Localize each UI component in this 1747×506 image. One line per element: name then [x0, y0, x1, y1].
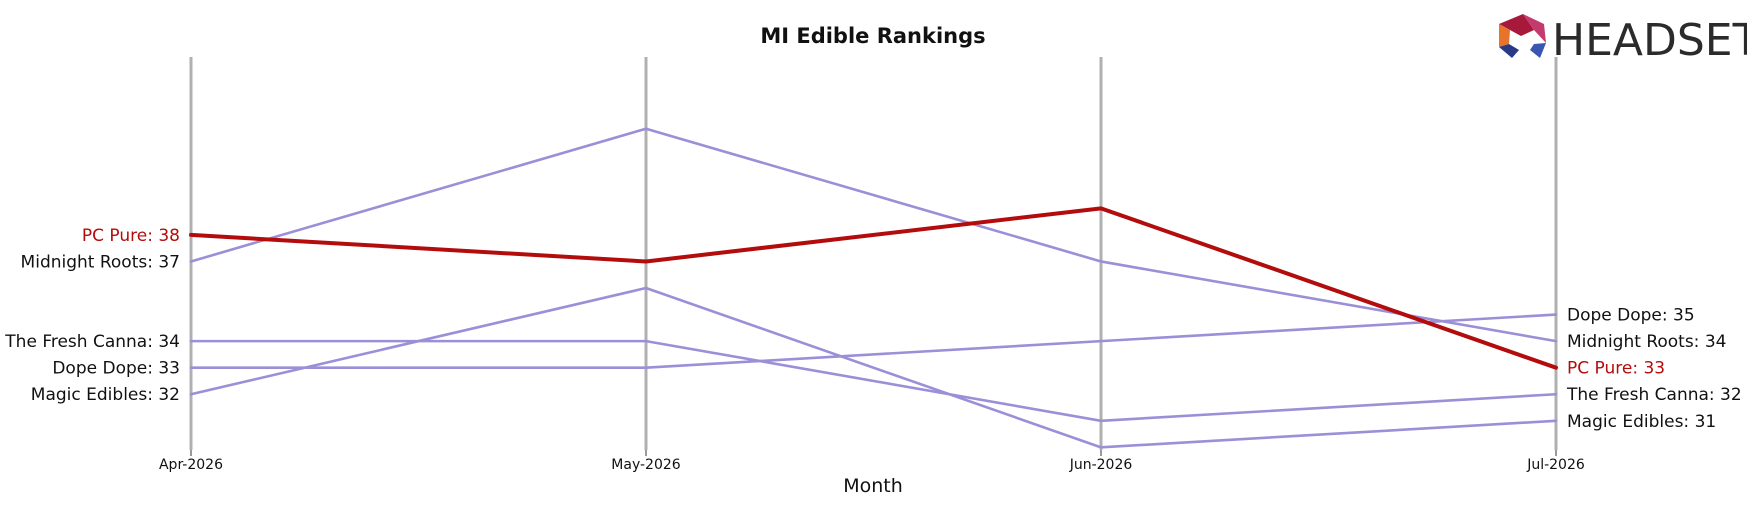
- end-label-magic-edibles: Magic Edibles: 31: [1567, 412, 1716, 432]
- x-axis-label: Month: [843, 475, 903, 497]
- tick-label-jun-2026: Jun-2026: [1069, 457, 1133, 473]
- end-label-midnight-roots: Midnight Roots: 34: [1567, 332, 1726, 352]
- x-ticks: Apr-2026 May-2026 Jun-2026 Jul-2026: [159, 450, 1585, 473]
- end-labels: Magic Edibles: 31 The Fresh Canna: 32 PC P…: [1566, 306, 1742, 432]
- tick-label-jul-2026: Jul-2026: [1526, 457, 1585, 473]
- series-line-the-fresh-canna: [189, 339, 1558, 423]
- headset-logo-icon: [1499, 14, 1546, 58]
- start-label-midnight-roots: Midnight Roots: 37: [21, 252, 180, 272]
- headset-logo: HEADSET: [1499, 14, 1747, 66]
- start-label-magic-edibles: Magic Edibles: 32: [31, 385, 180, 405]
- end-label-dope-dope: Dope Dope: 35: [1567, 306, 1695, 326]
- series-line-pc-pure: [189, 206, 1558, 370]
- series-line-midnight-roots: [189, 127, 1558, 343]
- tick-label-apr-2026: Apr-2026: [159, 457, 223, 473]
- end-label-the-fresh-canna: The Fresh Canna: 32: [1566, 385, 1742, 405]
- series-lines: [189, 127, 1558, 449]
- start-label-pc-pure: PC Pure: 38: [82, 226, 180, 246]
- headset-logo-text: HEADSET: [1552, 15, 1747, 66]
- tick-label-may-2026: May-2026: [611, 457, 680, 473]
- end-label-pc-pure: PC Pure: 33: [1567, 359, 1665, 379]
- start-label-the-fresh-canna: The Fresh Canna: 34: [4, 332, 180, 352]
- start-labels: Magic Edibles: 32 Dope Dope: 33 The Fresh …: [4, 226, 180, 405]
- start-label-dope-dope: Dope Dope: 33: [52, 359, 180, 379]
- series-line-dope-dope: [189, 313, 1558, 369]
- chart-title: MI Edible Rankings: [760, 24, 985, 48]
- gridlines: [189, 57, 1558, 450]
